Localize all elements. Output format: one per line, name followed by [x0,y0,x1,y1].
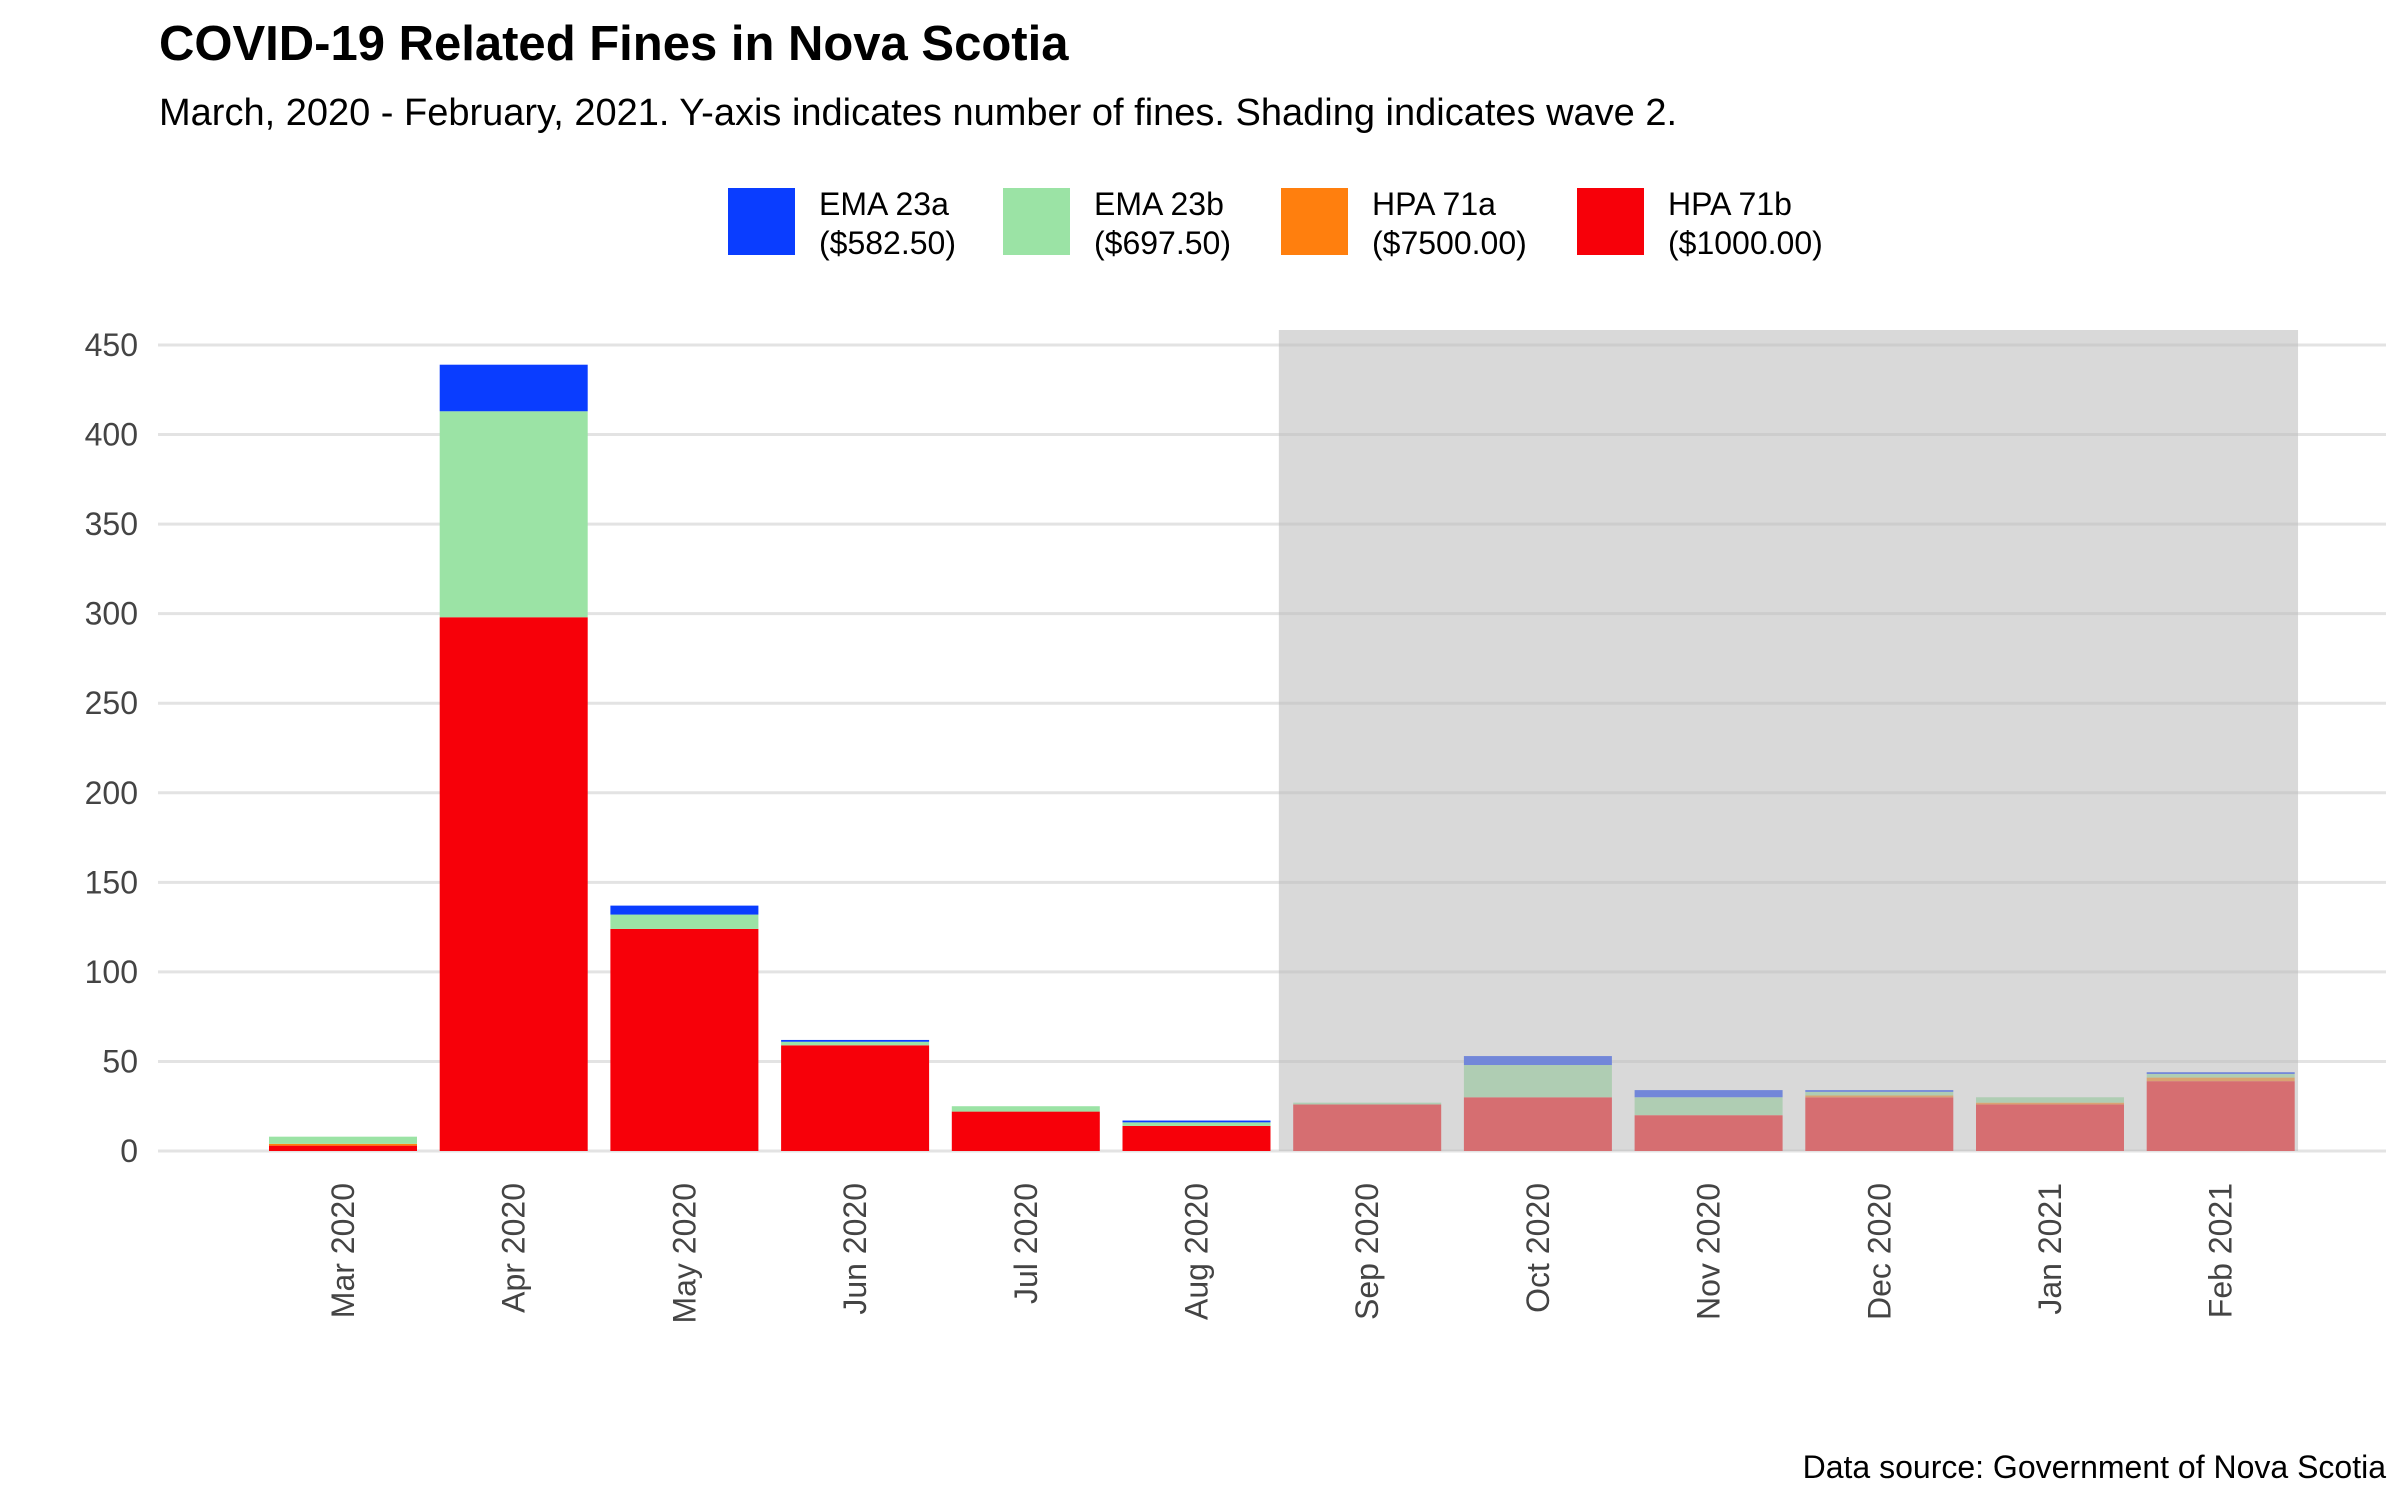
x-axis: Mar 2020 Apr 2020 May 2020 Jun 2020 Jul 2020… [325,1183,2239,1324]
x-tick-label: Mar 2020 [325,1183,361,1318]
legend-fine-ema-23b: ($697.50) [1094,225,1231,261]
x-tick-label: May 2020 [666,1183,702,1324]
x-tick-label: Jun 2020 [837,1183,873,1315]
bar-ema-23a-may-2020 [610,905,759,915]
x-tick-label: Jan 2021 [2032,1183,2068,1315]
x-tick-label: Jul 2020 [1008,1183,1044,1304]
legend-fine-hpa-71b: ($1000.00) [1668,225,1823,261]
legend-label-hpa-71b: HPA 71b [1668,186,1792,222]
bar-hpa-71b-jul-2020 [951,1111,1100,1151]
bar-hpa-71b-apr-2020 [439,617,588,1151]
bar-ema-23b-may-2020 [610,914,759,929]
y-tick-label: 300 [85,596,138,632]
x-tick-label: Oct 2020 [1520,1183,1556,1313]
bar-ema-23b-apr-2020 [439,411,588,618]
y-tick-label: 200 [85,775,138,811]
legend-swatch-ema-23b [1003,188,1070,255]
x-tick-label: Feb 2021 [2203,1183,2239,1318]
chart-title: COVID-19 Related Fines in Nova Scotia [159,17,1069,71]
legend-swatch-ema-23a [728,188,795,255]
shade-layer [1278,330,2299,1151]
bar-ema-23a-apr-2020 [439,364,588,412]
bar-ema-23b-jun-2020 [781,1041,930,1046]
legend-label-hpa-71a: HPA 71a [1372,186,1496,222]
bar-ema-23b-mar-2020 [269,1136,417,1144]
y-axis: 0 50 100 150 200 250 300 350 400 450 [85,327,138,1169]
y-tick-label: 0 [120,1133,138,1169]
y-tick-label: 50 [102,1043,138,1079]
bar-hpa-71b-jun-2020 [781,1045,930,1151]
x-tick-label: Dec 2020 [1861,1183,1897,1320]
bar-ema-23a-jun-2020 [781,1039,930,1042]
bar-hpa-71b-mar-2020 [269,1145,417,1151]
bar-ema-23b-aug-2020 [1122,1122,1271,1126]
legend-swatch-hpa-71a [1281,188,1348,255]
x-tick-label: Aug 2020 [1179,1183,1215,1320]
bar-ema-23b-jul-2020 [951,1106,1100,1112]
bar-ema-23a-aug-2020 [1122,1120,1271,1123]
legend-swatch-hpa-71b [1577,188,1644,255]
x-tick-label: Apr 2020 [496,1183,532,1313]
x-tick-label: Nov 2020 [1691,1183,1727,1320]
shaded-region-wave-2 [1278,330,2299,1151]
y-tick-label: 400 [85,417,138,453]
bar-hpa-71b-may-2020 [610,928,759,1151]
y-tick-label: 350 [85,506,138,542]
legend-fine-ema-23a: ($582.50) [819,225,956,261]
chart-subtitle: March, 2020 - February, 2021. Y-axis ind… [159,92,1678,134]
chart-caption: Data source: Government of Nova Scotia [1802,1449,2386,1485]
legend-fine-hpa-71a: ($7500.00) [1372,225,1527,261]
y-tick-label: 100 [85,954,138,990]
y-tick-label: 250 [85,685,138,721]
legend-label-ema-23a: EMA 23a [819,186,949,222]
y-tick-label: 450 [85,327,138,363]
y-tick-label: 150 [85,864,138,900]
legend: EMA 23a($582.50)EMA 23b($697.50)HPA 71a(… [728,186,1823,261]
x-tick-label: Sep 2020 [1349,1183,1385,1320]
bar-hpa-71a-mar-2020 [269,1143,417,1146]
bar-hpa-71b-aug-2020 [1122,1125,1271,1151]
legend-label-ema-23b: EMA 23b [1094,186,1224,222]
